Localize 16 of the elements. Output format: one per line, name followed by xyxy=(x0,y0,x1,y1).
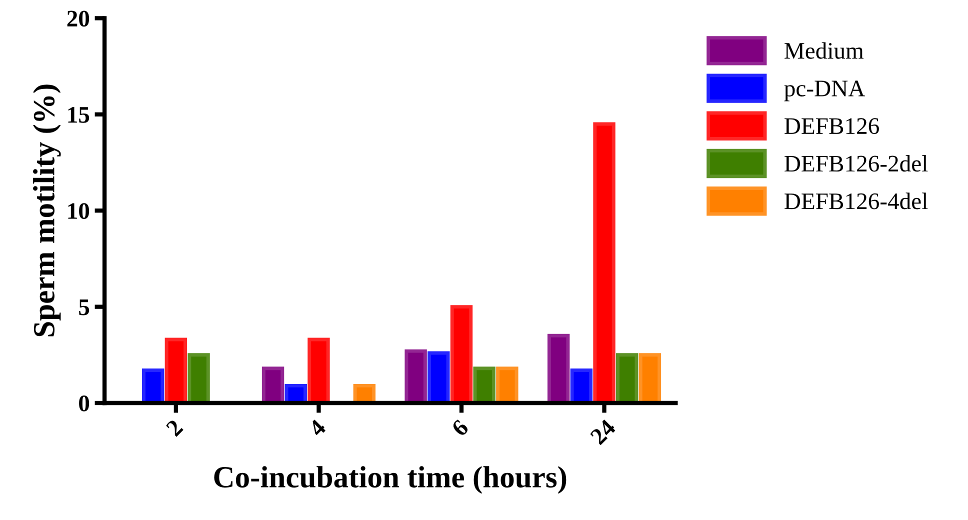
y-tick-label: 20 xyxy=(67,10,90,27)
y-axis-title: Sperm motility (%) xyxy=(33,84,61,336)
x-axis-title: Co-incubation time (hours) xyxy=(214,466,566,494)
legend-label: DEFB126 xyxy=(784,118,879,134)
x-tick-label: 6 xyxy=(450,418,470,438)
legend-label: DEFB126-4del xyxy=(784,192,928,210)
legend-label: pc-DNA xyxy=(784,80,866,102)
y-tick-label: 10 xyxy=(68,203,90,220)
x-tick-label: 24 xyxy=(590,418,616,446)
x-tick-label: 2 xyxy=(165,418,184,437)
legend-label: DEFB126-2del xyxy=(784,155,928,172)
y-tick-label: 0 xyxy=(79,395,90,412)
y-tick-label: 5 xyxy=(79,300,90,316)
y-tick-label: 15 xyxy=(68,107,90,123)
legend-label: Medium xyxy=(784,42,864,59)
x-tick-label: 4 xyxy=(308,418,327,438)
